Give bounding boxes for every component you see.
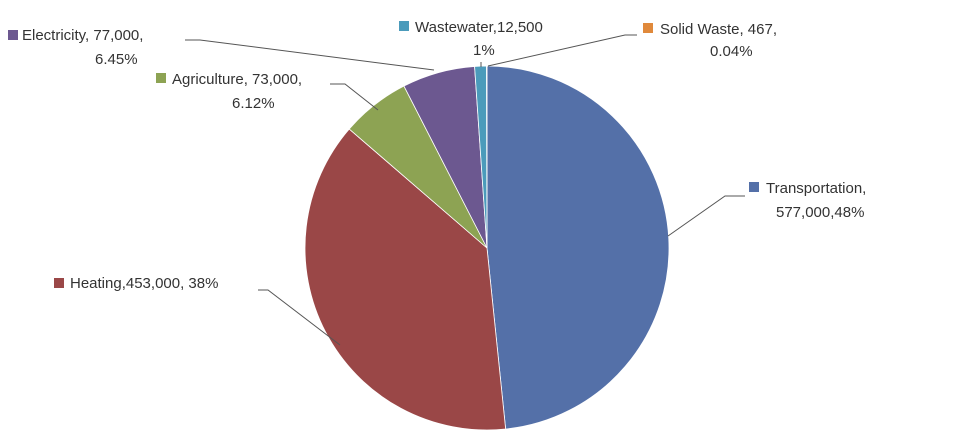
- label-swatch: [156, 73, 166, 83]
- leader-line: [667, 195, 745, 237]
- data-label: 6.45%: [95, 51, 138, 68]
- data-label: Transportation,: [766, 180, 866, 197]
- label-swatch: [643, 23, 653, 33]
- leader-line: [487, 34, 637, 67]
- data-label: Heating,453,000, 38%: [70, 275, 218, 292]
- label-swatch: [399, 21, 409, 31]
- data-label: 1%: [473, 42, 495, 59]
- data-label: 577,000,48%: [776, 204, 864, 221]
- pie-slice: [486, 65, 670, 430]
- leader-line: [330, 83, 379, 111]
- leader-line: [258, 289, 341, 346]
- data-label: Wastewater,12,500: [415, 19, 543, 36]
- label-swatch: [749, 182, 759, 192]
- data-label: 0.04%: [710, 43, 753, 60]
- pie-slice: [304, 128, 507, 431]
- data-label: Agriculture, 73,000,: [172, 71, 302, 88]
- leader-line: [185, 39, 435, 71]
- data-label: Solid Waste, 467,: [660, 21, 777, 38]
- data-label: 6.12%: [232, 95, 275, 112]
- label-swatch: [54, 278, 64, 288]
- data-label: Electricity, 77,000,: [22, 27, 143, 44]
- label-swatch: [8, 30, 18, 40]
